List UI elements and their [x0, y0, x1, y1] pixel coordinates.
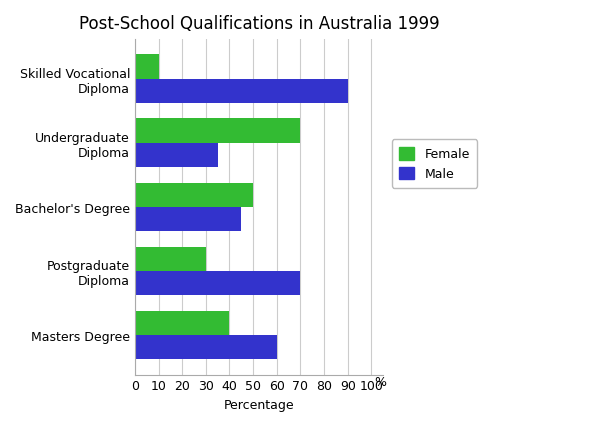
Text: %: % — [371, 375, 387, 388]
Bar — [135, 144, 218, 168]
Title: Post-School Qualifications in Australia 1999: Post-School Qualifications in Australia … — [79, 15, 440, 33]
Bar — [135, 311, 230, 335]
Bar — [135, 271, 300, 296]
Legend: Female, Male: Female, Male — [392, 140, 477, 188]
X-axis label: Percentage: Percentage — [224, 398, 294, 411]
Bar — [135, 80, 348, 104]
Bar — [135, 335, 277, 360]
Bar — [135, 247, 206, 271]
Bar — [135, 55, 159, 80]
Bar — [135, 207, 241, 232]
Bar — [135, 183, 253, 207]
Bar — [135, 119, 300, 144]
